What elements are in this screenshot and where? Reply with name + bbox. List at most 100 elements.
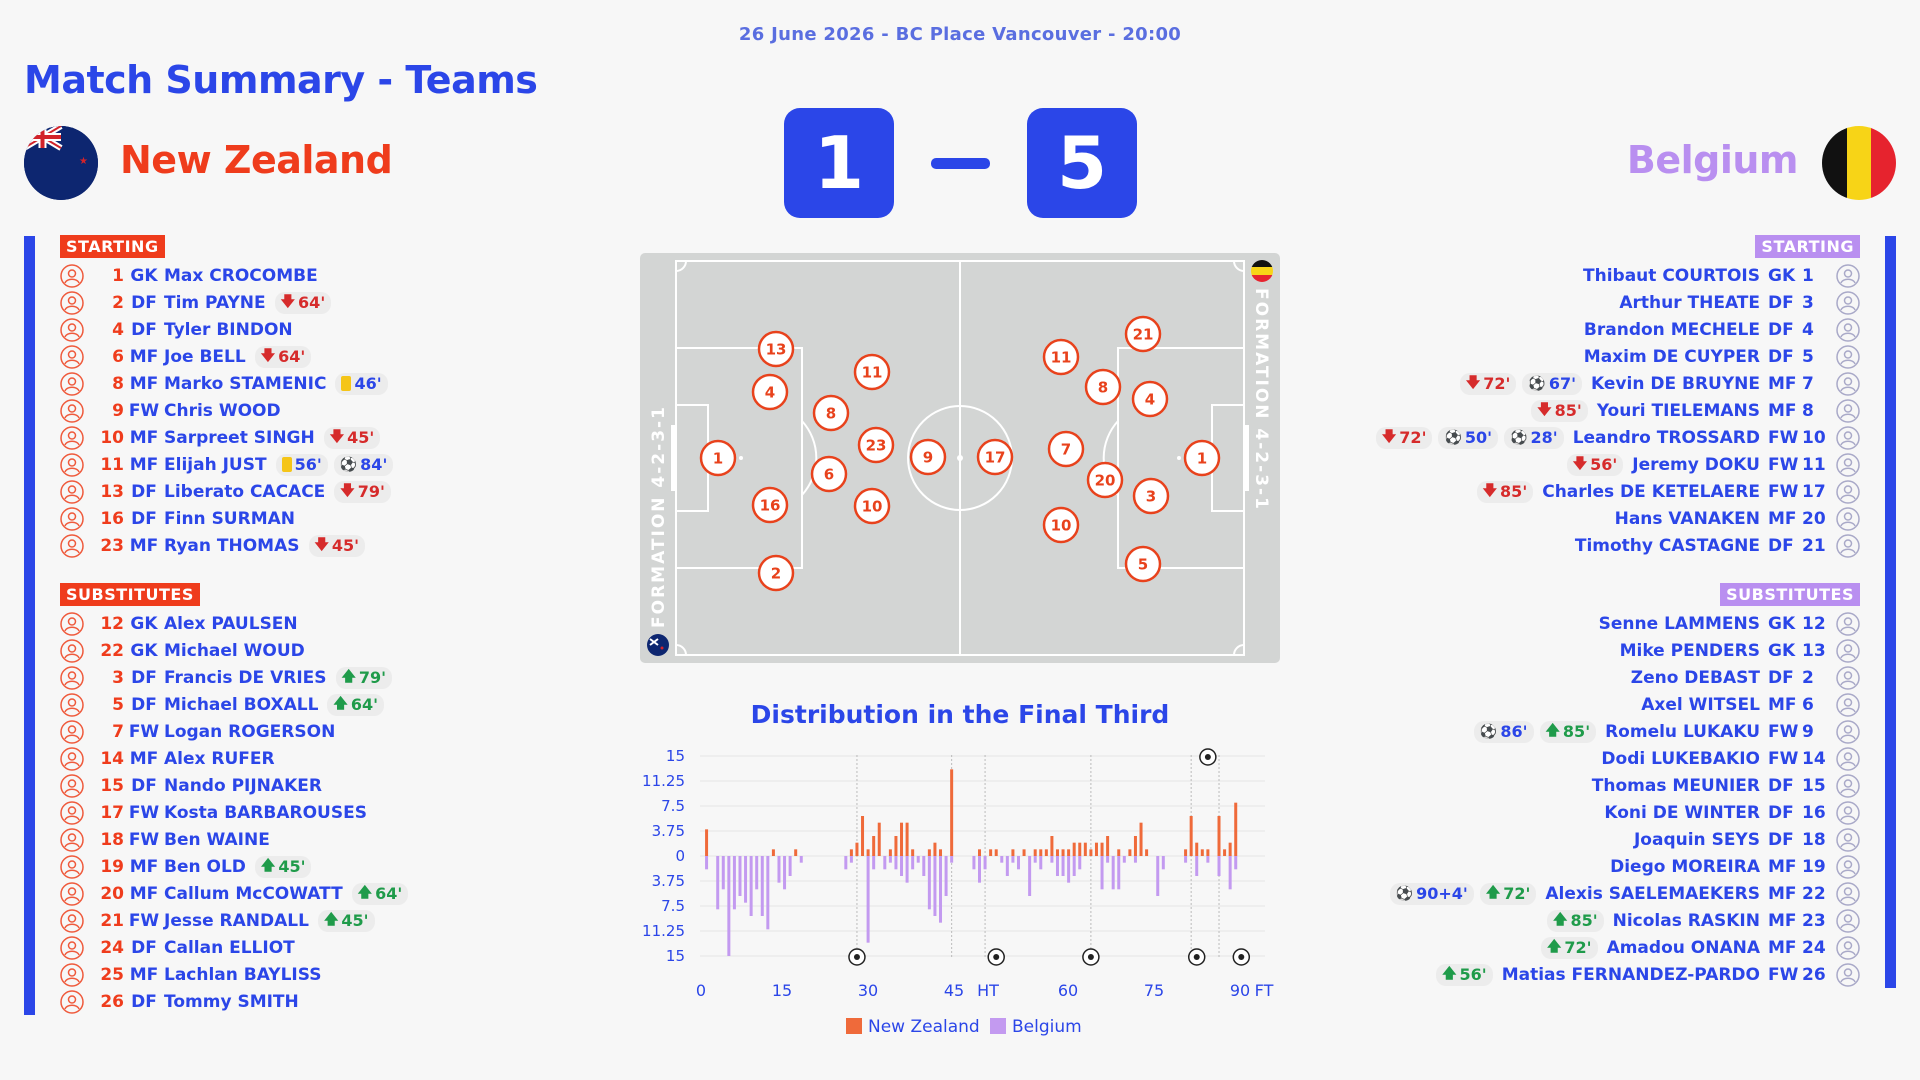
formation-player-number: 4 [1145, 391, 1155, 409]
formation-player-marker[interactable]: 7 [1047, 430, 1085, 468]
legend-swatch [990, 1018, 1006, 1034]
arrow-up-icon: 🡅 [357, 884, 373, 901]
player-row[interactable]: 2 DF Tim PAYNE 🡇 64' [60, 289, 396, 316]
chart-bar-home [1100, 842, 1104, 856]
player-row[interactable]: 11 MF Elijah JUST 56' ⚽ 84' [60, 451, 396, 478]
formation-player-marker[interactable]: 11 [853, 353, 891, 391]
player-row[interactable]: ⚽ 90+4' 🡅 72' Alexis SAELEMAEKERS MF 22 [1387, 880, 1860, 907]
player-row[interactable]: 1 GK Max CROCOMBE [60, 262, 396, 289]
formation-player-marker[interactable]: 1 [699, 439, 737, 477]
home-team-name: New Zealand [120, 138, 393, 182]
formation-player-marker[interactable]: 8 [1084, 368, 1122, 406]
player-row[interactable]: Thibaut COURTOIS GK 1 [1373, 262, 1860, 289]
player-row[interactable]: Zeno DEBAST DF 2 [1387, 664, 1860, 691]
player-row[interactable]: ⚽ 86' 🡅 85' Romelu LUKAKU FW 9 [1387, 718, 1860, 745]
player-row[interactable]: Hans VANAKEN MF 20 [1373, 505, 1860, 532]
formation-player-number: 16 [760, 497, 781, 515]
player-row[interactable]: 10 MF Sarpreet SINGH 🡇 45' [60, 424, 396, 451]
player-row[interactable]: 🡇 72' ⚽ 67' Kevin DE BRUYNE MF 7 [1373, 370, 1860, 397]
player-row[interactable]: 3 DF Francis DE VRIES 🡅 79' [60, 664, 411, 691]
formation-player-marker[interactable]: 10 [853, 487, 891, 525]
player-row[interactable]: Diego MOREIRA MF 19 [1387, 853, 1860, 880]
formation-player-marker[interactable]: 21 [1124, 315, 1162, 353]
player-row[interactable]: 20 MF Callum McCOWATT 🡅 64' [60, 880, 411, 907]
player-position: MF [129, 346, 159, 367]
formation-player-marker[interactable]: 8 [812, 394, 850, 432]
formation-player-marker[interactable]: 11 [1042, 338, 1080, 376]
player-row[interactable]: 21 FW Jesse RANDALL 🡅 45' [60, 907, 411, 934]
formation-player-marker[interactable]: 23 [857, 426, 895, 464]
player-row[interactable]: 🡇 85' Youri TIELEMANS MF 8 [1373, 397, 1860, 424]
formation-player-marker[interactable]: 3 [1132, 477, 1170, 515]
player-row[interactable]: 🡇 56' Jeremy DOKU FW 11 [1373, 451, 1860, 478]
player-row[interactable]: Mike PENDERS GK 13 [1387, 637, 1860, 664]
player-row[interactable]: Koni DE WINTER DF 16 [1387, 799, 1860, 826]
player-row[interactable]: Dodi LUKEBAKIO FW 14 [1387, 745, 1860, 772]
player-number: 21 [1802, 535, 1826, 556]
player-position: MF [1768, 937, 1797, 958]
home-substitutes-badge: SUBSTITUTES [60, 583, 200, 606]
player-row[interactable]: 19 MF Ben OLD 🡅 45' [60, 853, 411, 880]
player-row[interactable]: 12 GK Alex PAULSEN [60, 610, 411, 637]
player-row[interactable]: 23 MF Ryan THOMAS 🡇 45' [60, 532, 396, 559]
player-row[interactable]: 18 FW Ben WAINE [60, 826, 411, 853]
player-row[interactable]: 🡇 85' Charles DE KETELAERE FW 17 [1373, 478, 1860, 505]
formation-player-marker[interactable]: 13 [757, 330, 795, 368]
player-row[interactable]: Thomas MEUNIER DF 15 [1387, 772, 1860, 799]
player-row[interactable]: 26 DF Tommy SMITH [60, 988, 411, 1015]
player-name: Marko STAMENIC [164, 373, 327, 394]
chart-bar-away [788, 856, 792, 876]
formation-player-marker[interactable]: 17 [976, 438, 1014, 476]
player-row[interactable]: 🡅 85' Nicolas RASKIN MF 23 [1387, 907, 1860, 934]
formation-player-number: 9 [923, 449, 933, 467]
player-number: 6 [1802, 694, 1814, 715]
player-row[interactable]: 5 DF Michael BOXALL 🡅 64' [60, 691, 411, 718]
player-row[interactable]: Timothy CASTAGNE DF 21 [1373, 532, 1860, 559]
player-row[interactable]: Axel WITSEL MF 6 [1387, 691, 1860, 718]
player-row[interactable]: 24 DF Callan ELLIOT [60, 934, 411, 961]
formation-player-marker[interactable]: 9 [909, 438, 947, 476]
formation-player-marker[interactable]: 10 [1042, 506, 1080, 544]
formation-player-marker[interactable]: 4 [1131, 380, 1169, 418]
player-name: Tyler BINDON [164, 319, 293, 340]
player-row[interactable]: 8 MF Marko STAMENIC 46' [60, 370, 396, 397]
event-on: 🡅 45' [254, 855, 312, 878]
player-row[interactable]: Senne LAMMENS GK 12 [1387, 610, 1860, 637]
player-position: FW [1768, 481, 1799, 502]
player-name: Kevin DE BRUYNE [1591, 373, 1760, 394]
chart-bar-away [905, 856, 909, 883]
player-row[interactable]: 7 FW Logan ROGERSON [60, 718, 411, 745]
player-row[interactable]: Maxim DE CUYPER DF 5 [1373, 343, 1860, 370]
formation-player-marker[interactable]: 1 [1183, 439, 1221, 477]
player-position: DF [1768, 802, 1794, 823]
player-row[interactable]: 9 FW Chris WOOD [60, 397, 396, 424]
player-row[interactable]: 4 DF Tyler BINDON [60, 316, 396, 343]
formation-player-marker[interactable]: 2 [757, 554, 795, 592]
player-row[interactable]: 🡅 72' Amadou ONANA MF 24 [1387, 934, 1860, 961]
arrow-up-icon: 🡅 [341, 668, 356, 685]
player-row[interactable]: 22 GK Michael WOUD [60, 637, 411, 664]
player-position: GK [1768, 265, 1796, 286]
player-row[interactable]: Arthur THEATE DF 3 [1373, 289, 1860, 316]
formation-player-marker[interactable]: 16 [751, 486, 789, 524]
player-position: DF [1768, 667, 1794, 688]
player-row[interactable]: 16 DF Finn SURMAN [60, 505, 396, 532]
player-row[interactable]: 15 DF Nando PIJNAKER [60, 772, 411, 799]
player-row[interactable]: 14 MF Alex RUFER [60, 745, 411, 772]
player-row[interactable]: 6 MF Joe BELL 🡇 64' [60, 343, 396, 370]
event-minute: 28' [1530, 428, 1558, 447]
formation-player-marker[interactable]: 20 [1086, 461, 1124, 499]
player-row[interactable]: 🡇 72' ⚽ 50' ⚽ 28' Leandro TROSSARD FW 10 [1373, 424, 1860, 451]
player-avatar-icon [1836, 881, 1860, 906]
player-row[interactable]: 🡅 56' Matias FERNANDEZ-PARDO FW 26 [1387, 961, 1860, 988]
player-row[interactable]: 13 DF Liberato CACACE 🡇 79' [60, 478, 396, 505]
player-number: 16 [1802, 802, 1826, 823]
player-row[interactable]: 25 MF Lachlan BAYLISS [60, 961, 411, 988]
player-row[interactable]: Joaquin SEYS DF 18 [1387, 826, 1860, 853]
player-row[interactable]: 17 FW Kosta BARBAROUSES [60, 799, 411, 826]
player-row[interactable]: Brandon MECHELE DF 4 [1373, 316, 1860, 343]
formation-player-marker[interactable]: 6 [810, 455, 848, 493]
formation-player-marker[interactable]: 5 [1124, 545, 1162, 583]
formation-player-marker[interactable]: 4 [751, 373, 789, 411]
player-number: 25 [100, 964, 124, 985]
